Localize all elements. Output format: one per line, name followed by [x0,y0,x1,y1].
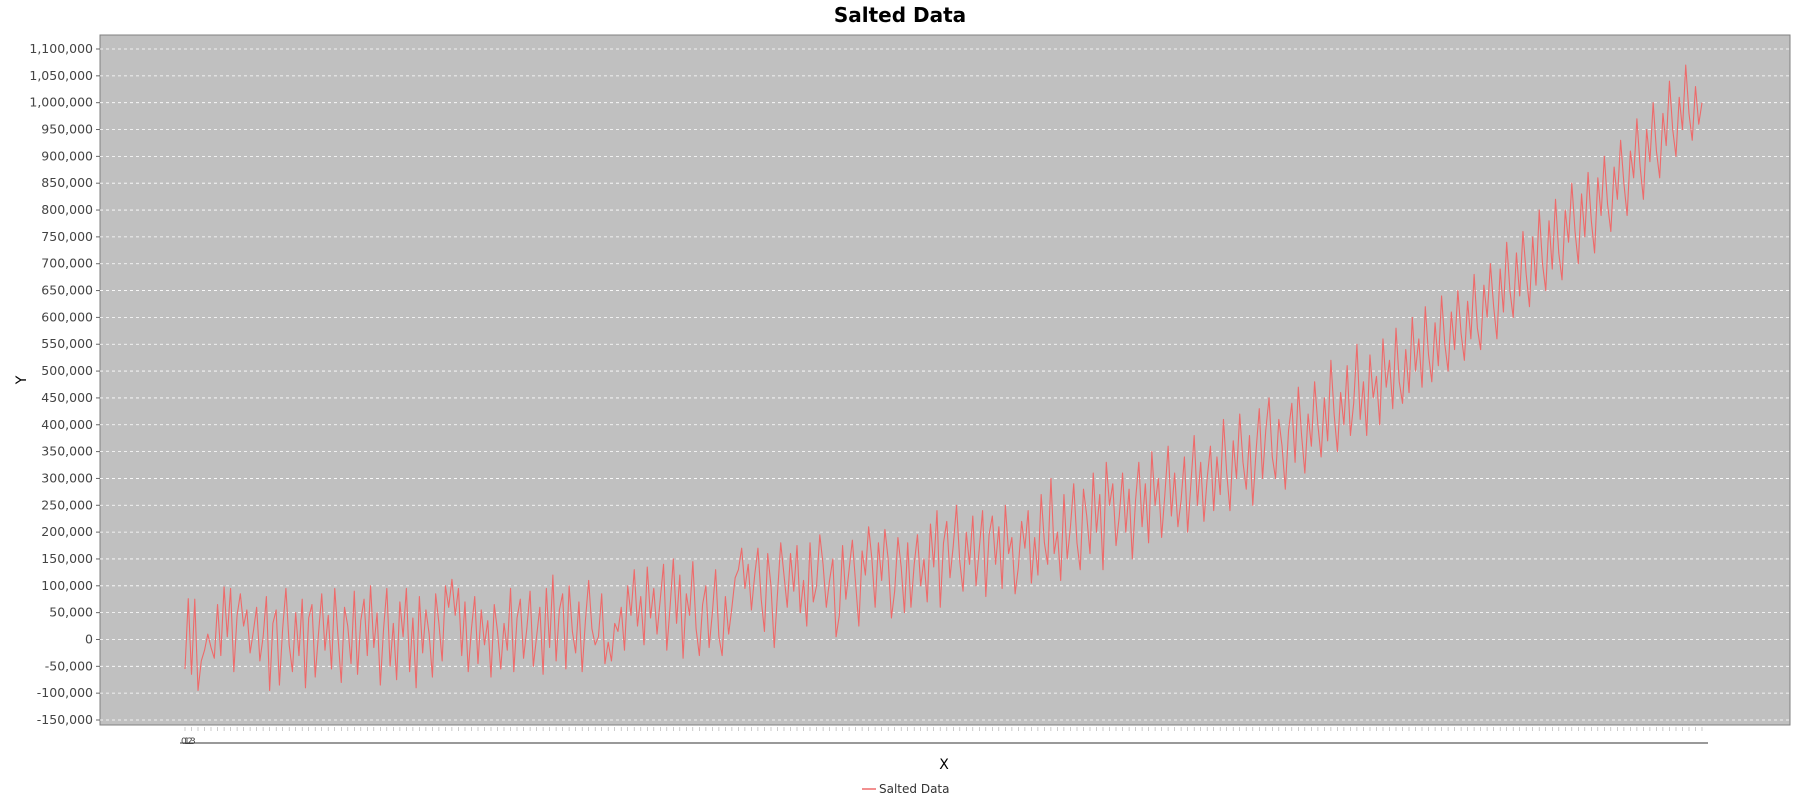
y-tick-label: 150,000 [41,551,93,566]
x-tick-label: 1 [184,737,190,747]
x-tick-label: 3 [190,737,196,747]
y-tick-label: 650,000 [41,283,93,298]
y-tick-label: 750,000 [41,229,93,244]
y-tick-label: 700,000 [41,256,93,271]
y-tick-label: 350,000 [41,444,93,459]
y-tick-label: 1,050,000 [29,68,93,83]
y-tick-label: 1,100,000 [29,41,93,56]
y-tick-label: 200,000 [41,524,93,539]
y-tick-label: 50,000 [49,605,93,620]
legend: Salted Data [862,782,949,796]
y-tick-label: 850,000 [41,175,93,190]
y-tick-label: 1,000,000 [29,95,93,110]
x-tick-label: 2 [187,737,193,747]
y-axis: -150,000 -100,000 -50,000 0 50,000 100,000 150… [29,41,100,727]
x-tick-label: 0 [181,737,187,747]
y-tick-label: 450,000 [41,390,93,405]
y-tick-label: 0 [85,631,93,646]
y-tick-label: -150,000 [37,712,93,727]
chart-title: Salted Data [834,3,966,27]
y-tick-label: 500,000 [41,363,93,378]
y-tick-label: 900,000 [41,148,93,163]
y-tick-label: -100,000 [37,685,93,700]
y-tick-label: 600,000 [41,309,93,324]
y-tick-label: 550,000 [41,336,93,351]
x-tick-marks [184,727,1703,731]
y-tick-label: 950,000 [41,122,93,137]
y-tick-label: 250,000 [41,497,93,512]
y-tick-label: 400,000 [41,417,93,432]
y-tick-label: 100,000 [41,578,93,593]
x-axis-label: X [939,757,949,773]
y-tick-label: 800,000 [41,202,93,217]
y-axis-label: Y [14,375,30,385]
series-line-salted-data [184,64,1703,692]
plot-area [99,34,1791,726]
legend-label: Salted Data [879,782,949,796]
y-tick-label: 300,000 [41,470,93,485]
y-tick-label: -50,000 [45,658,93,673]
series-layer [184,64,1703,692]
